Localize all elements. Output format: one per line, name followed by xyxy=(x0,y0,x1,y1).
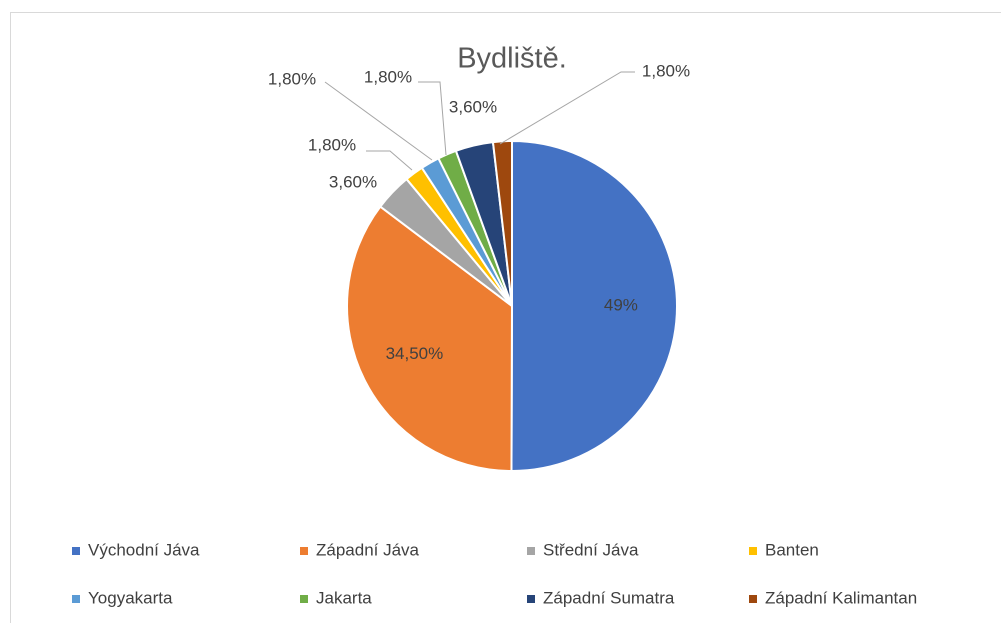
legend-label: Jakarta xyxy=(316,588,372,607)
data-label: 49% xyxy=(604,296,638,315)
legend-label: Západní Jáva xyxy=(316,540,420,559)
data-label: 34,50% xyxy=(386,344,444,363)
leader-line xyxy=(418,81,447,156)
legend-label: Východní Jáva xyxy=(88,540,200,559)
legend-swatch xyxy=(749,547,757,555)
legend-swatch xyxy=(300,595,308,603)
legend-label: Západní Kalimantan xyxy=(765,588,917,607)
chart-title: Bydliště. xyxy=(457,43,567,75)
legend-swatch xyxy=(72,547,80,555)
data-label: 1,80% xyxy=(642,61,690,80)
leader-line xyxy=(499,71,635,145)
legend-swatch xyxy=(300,547,308,555)
leader-line xyxy=(324,81,433,161)
legend-swatch xyxy=(527,595,535,603)
leader-line xyxy=(366,150,413,171)
data-label: 3,60% xyxy=(329,172,377,191)
pie-slice xyxy=(510,139,678,472)
data-label: 1,80% xyxy=(268,69,316,88)
data-label: 1,80% xyxy=(308,135,356,154)
pie-slice xyxy=(491,139,513,307)
data-label: 3,60% xyxy=(449,97,497,116)
legend-swatch xyxy=(749,595,757,603)
data-label: 1,80% xyxy=(364,67,412,86)
legend-label: Západní Sumatra xyxy=(543,588,675,607)
chart-border xyxy=(10,12,1001,623)
pie-slice xyxy=(346,205,514,473)
legend-swatch xyxy=(527,547,535,555)
legend-swatch xyxy=(72,595,80,603)
legend-label: Střední Jáva xyxy=(543,540,639,559)
legend-label: Yogyakarta xyxy=(88,588,173,607)
legend-label: Banten xyxy=(765,540,819,559)
